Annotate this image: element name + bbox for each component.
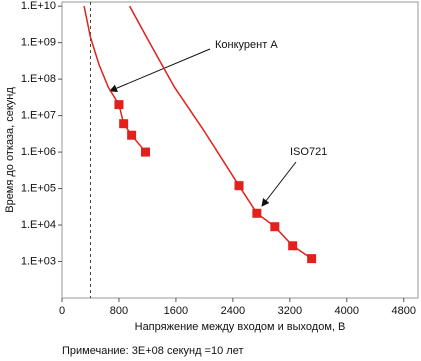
- marker: [141, 147, 151, 157]
- marker: [234, 181, 244, 191]
- marker: [114, 100, 124, 110]
- y-tick-label: 1.E+06: [21, 146, 56, 158]
- x-tick-label: 800: [110, 305, 128, 317]
- y-axis-label: Время до отказа, секунд: [4, 87, 16, 213]
- y-tick-label: 1.E+09: [21, 37, 56, 49]
- annotation: ISO721: [290, 146, 327, 158]
- y-tick-label: 1.E+05: [21, 182, 56, 194]
- x-tick-label: 1600: [164, 305, 188, 317]
- marker: [307, 254, 317, 264]
- fit-curve: [83, 6, 147, 153]
- y-tick-label: 1.E+04: [21, 219, 56, 231]
- x-axis-label: Напряжение между входом и выходом, В: [135, 321, 346, 333]
- x-tick-label: 4000: [335, 305, 359, 317]
- y-tick-label: 1.E+10: [21, 0, 56, 12]
- marker: [119, 119, 129, 129]
- y-tick-label: 1.E+03: [21, 255, 56, 267]
- x-tick-label: 4800: [392, 305, 416, 317]
- note: Примечание: 3E+08 секунд =10 лет: [62, 345, 243, 357]
- arrow: [261, 161, 297, 207]
- marker: [288, 241, 298, 251]
- x-tick-label: 3200: [278, 305, 302, 317]
- x-tick-label: 2400: [221, 305, 245, 317]
- y-tick-label: 1.E+07: [21, 110, 56, 122]
- y-tick-label: 1.E+08: [21, 73, 56, 85]
- arrow: [109, 48, 211, 92]
- marker: [252, 208, 262, 218]
- marker: [270, 222, 280, 232]
- plot-frame: [61, 1, 419, 299]
- x-tick-label: 0: [59, 305, 65, 317]
- annotation: Конкурент А: [215, 39, 278, 51]
- marker: [127, 130, 137, 140]
